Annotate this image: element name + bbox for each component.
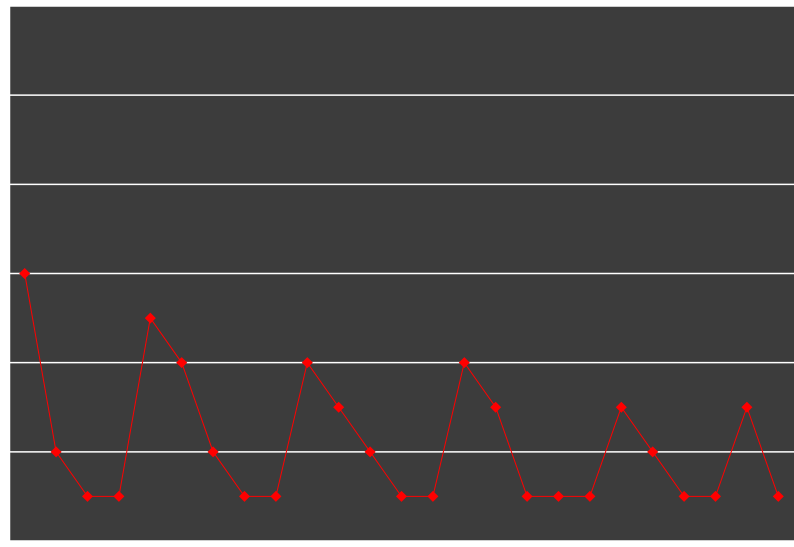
data-marker xyxy=(239,490,250,502)
data-marker xyxy=(113,490,125,502)
data-marker xyxy=(678,490,690,502)
data-marker xyxy=(207,446,219,458)
data-marker xyxy=(490,401,502,413)
data-marker xyxy=(270,490,282,502)
data-marker xyxy=(364,446,376,458)
data-marker xyxy=(82,490,93,502)
data-marker xyxy=(176,357,188,369)
data-marker xyxy=(584,490,596,502)
data-marker xyxy=(521,490,533,502)
data-marker xyxy=(615,401,627,413)
data-marker xyxy=(741,401,753,413)
data-marker xyxy=(19,268,31,279)
data-marker xyxy=(144,312,156,324)
data-marker xyxy=(427,490,439,502)
data-marker xyxy=(396,490,407,502)
data-marker xyxy=(301,357,313,369)
data-marker xyxy=(647,446,659,458)
data-marker xyxy=(710,490,721,502)
data-marker xyxy=(772,490,784,502)
data-marker xyxy=(553,490,564,502)
data-marker xyxy=(333,401,345,413)
data-marker xyxy=(50,446,62,458)
data-marker xyxy=(458,357,470,369)
